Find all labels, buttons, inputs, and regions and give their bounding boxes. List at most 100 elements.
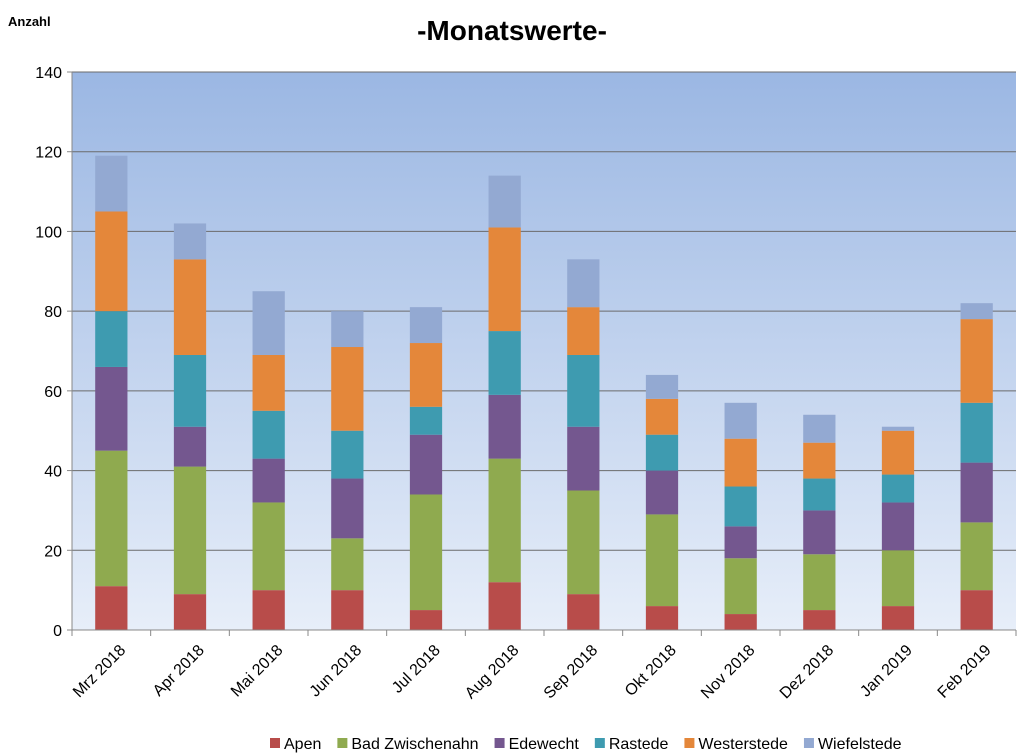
bar-segment: [252, 458, 285, 503]
legend-label: Rastede: [609, 736, 669, 753]
bar-segment: [645, 434, 679, 471]
bar-segment: [252, 502, 285, 591]
bar-segment: [567, 354, 600, 427]
bar-segment: [331, 347, 364, 431]
bar-segment: [960, 402, 993, 463]
bar-segment: [409, 610, 443, 630]
bar-segment: [567, 307, 600, 355]
legend-label: Wiefelstede: [818, 736, 902, 753]
x-tick-label: Nov 2018: [698, 642, 759, 703]
bar-segment: [95, 586, 128, 630]
plot-area: [72, 72, 1016, 630]
y-tick-label: 120: [35, 145, 62, 162]
bar-segment: [881, 502, 915, 551]
x-tick-label: Jul 2018: [389, 642, 444, 697]
bar-segment: [173, 223, 207, 260]
bar-segment: [645, 374, 679, 399]
bar-segment: [881, 426, 915, 431]
legend-swatch: [337, 738, 348, 748]
bar-segment: [803, 610, 836, 630]
bar-segment: [173, 259, 207, 355]
bar-segment: [960, 462, 993, 523]
bar-segment: [881, 474, 915, 503]
bar-segment: [881, 606, 915, 630]
bar-segment: [173, 466, 207, 595]
bar-segment: [409, 494, 443, 611]
bar-segment: [173, 354, 207, 427]
legend-swatch: [494, 738, 505, 748]
bar-segment: [567, 259, 600, 308]
bar-segment: [95, 366, 128, 451]
y-tick-label: 80: [44, 304, 62, 321]
x-tick-label: Mai 2018: [228, 642, 287, 701]
legend-label: Westerstede: [698, 736, 788, 753]
bar-segment: [803, 554, 836, 611]
bar-segment: [331, 538, 364, 591]
bar-segment: [724, 438, 757, 487]
bar-segment: [803, 442, 836, 479]
legend-swatch: [803, 738, 814, 748]
bar-segment: [331, 430, 364, 479]
y-tick-label: 140: [35, 65, 62, 82]
bar-segment: [803, 414, 836, 443]
bar-segment: [409, 434, 443, 495]
bar-segment: [645, 514, 679, 607]
bar-segment: [488, 331, 521, 395]
bar-segment: [331, 311, 364, 348]
bar-segment: [252, 590, 285, 630]
bar-segment: [881, 430, 915, 475]
y-tick-label: 0: [53, 623, 62, 640]
bar-segment: [173, 594, 207, 630]
legend-swatch: [594, 738, 605, 748]
bar-segment: [252, 354, 285, 411]
legend-swatch: [684, 738, 695, 748]
bar-segment: [331, 590, 364, 630]
chart-title: -Monatswerte-: [417, 15, 607, 46]
bar-segment: [173, 426, 207, 467]
bar-segment: [881, 550, 915, 607]
bar-segment: [803, 478, 836, 511]
x-tick-label: Jan 2019: [857, 642, 916, 701]
y-tick-label: 60: [44, 384, 62, 401]
bar-segment: [724, 402, 757, 439]
bar-segment: [960, 319, 993, 403]
bar-segment: [409, 307, 443, 344]
bar-segment: [567, 594, 600, 630]
bar-segment: [488, 227, 521, 332]
bar-segment: [960, 522, 993, 591]
bar-segment: [960, 590, 993, 630]
legend-label: Bad Zwischenahn: [351, 736, 478, 753]
bar-segment: [95, 450, 128, 587]
bar-segment: [409, 343, 443, 407]
bar-segment: [95, 311, 128, 367]
legend-label: Apen: [284, 736, 321, 753]
x-tick-label: Apr 2018: [150, 642, 208, 700]
bar-segment: [488, 175, 521, 228]
x-tick-label: Mrz 2018: [70, 642, 129, 701]
y-tick-label: 20: [44, 543, 62, 560]
bar-segment: [645, 606, 679, 630]
bar-segment: [331, 478, 364, 539]
bar-segment: [724, 558, 757, 615]
bar-segment: [724, 526, 757, 559]
bar-segment: [488, 458, 521, 583]
bar-segment: [95, 155, 128, 212]
bar-segment: [567, 490, 600, 595]
bar-segment: [960, 303, 993, 320]
bar-segment: [645, 398, 679, 435]
x-tick-label: Sep 2018: [541, 642, 602, 703]
legend-swatch: [270, 738, 280, 748]
y-axis-label: Anzahl: [8, 14, 51, 29]
bar-segment: [724, 486, 757, 527]
bar-segment: [95, 211, 128, 312]
bar-segment: [488, 582, 521, 630]
y-tick-label: 40: [44, 464, 62, 481]
bar-segment: [252, 410, 285, 459]
y-tick-label: 100: [35, 224, 62, 241]
x-tick-label: Jun 2018: [307, 642, 366, 701]
bar-segment: [567, 426, 600, 491]
x-tick-label: Dez 2018: [777, 642, 838, 703]
bar-segment: [724, 614, 757, 630]
bar-segment: [645, 470, 679, 515]
bar-segment: [488, 394, 521, 459]
